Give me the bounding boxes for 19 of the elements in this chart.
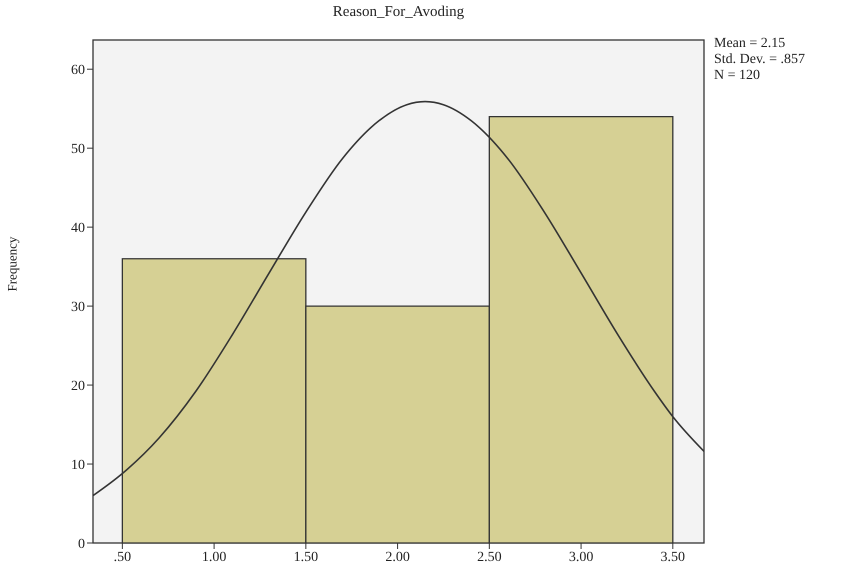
chart-title: Reason_For_Avoding bbox=[332, 4, 466, 21]
y-tick-label: 10 bbox=[71, 458, 85, 474]
y-tick-label: 60 bbox=[71, 63, 85, 78]
x-tick-label: 2.50 bbox=[477, 550, 502, 565]
y-tick-label: 30 bbox=[71, 300, 85, 316]
x-tick-label: 3.50 bbox=[660, 550, 686, 565]
y-tick-label: 20 bbox=[71, 379, 85, 394]
x-tick-label: 2.00 bbox=[385, 550, 410, 565]
text: Mean = 2.15 bbox=[714, 36, 786, 52]
text: Std. Dev. = .857 bbox=[714, 52, 805, 68]
y-tick-label: 50 bbox=[71, 142, 85, 158]
y-tick-label: 40 bbox=[71, 221, 85, 236]
x-tick-label: 3.00 bbox=[568, 550, 594, 565]
x-tick-label: 1.50 bbox=[294, 550, 318, 565]
y-axis-title: Frequency bbox=[4, 236, 20, 292]
x-tick-label: .50 bbox=[114, 550, 132, 565]
text: N = 120 bbox=[714, 68, 762, 84]
x-tick-label: 1.00 bbox=[202, 550, 226, 565]
y-tick-label: 0 bbox=[78, 536, 85, 552]
